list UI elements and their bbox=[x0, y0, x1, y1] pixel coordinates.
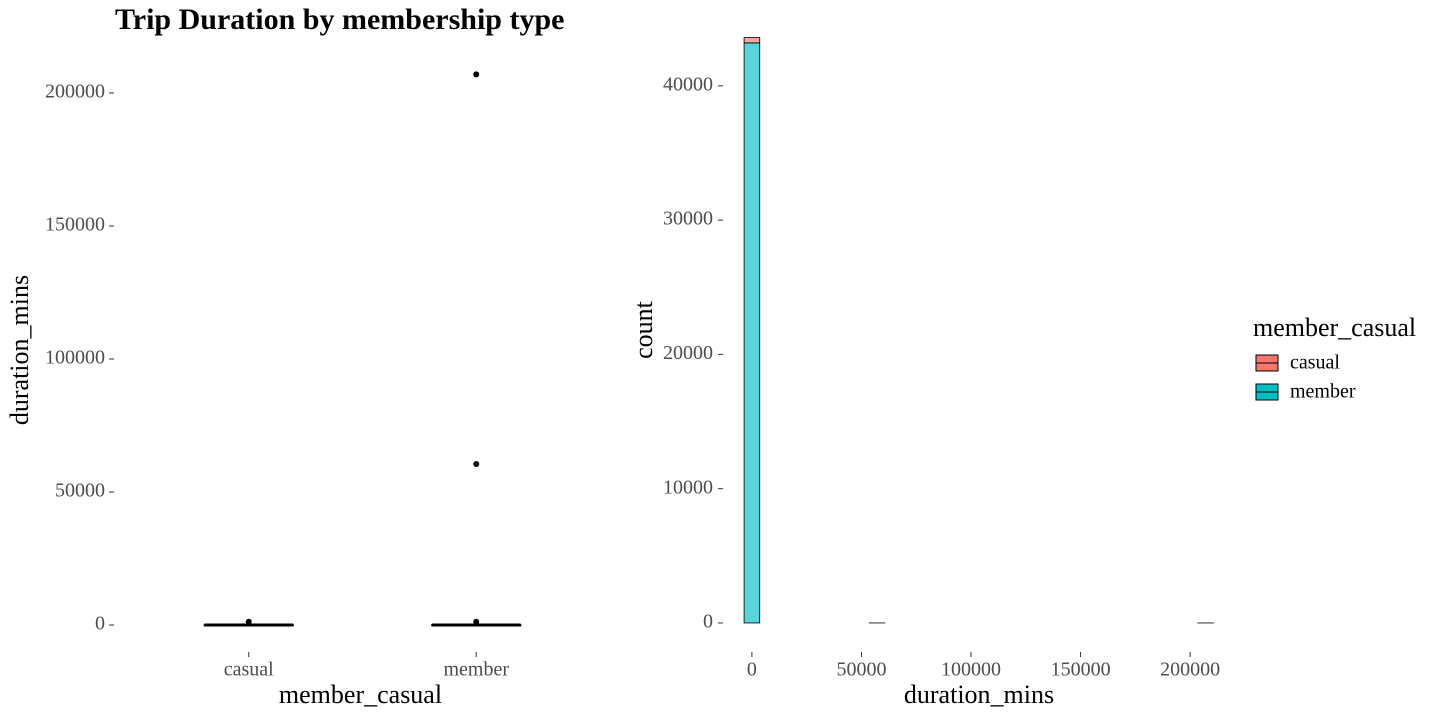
outlier bbox=[473, 618, 480, 625]
x-tick-label: 0 bbox=[747, 659, 757, 681]
histogram-bar bbox=[743, 42, 761, 624]
y-tick-label: 10000 bbox=[663, 476, 713, 498]
y-tick-label: 200000 bbox=[45, 81, 105, 103]
legend-label: member bbox=[1290, 381, 1356, 403]
y-axis-title: count bbox=[629, 300, 658, 359]
outlier bbox=[473, 461, 480, 468]
x-tick-label: 150000 bbox=[1051, 659, 1111, 681]
outlier bbox=[245, 618, 252, 625]
y-tick-label: 150000 bbox=[45, 214, 105, 236]
y-tick-label: 0 bbox=[95, 613, 105, 635]
y-axis-title: duration_mins bbox=[5, 275, 34, 425]
y-tick-label: 40000 bbox=[663, 73, 713, 95]
x-tick-label: 100000 bbox=[941, 659, 1001, 681]
y-tick-label: 100000 bbox=[45, 347, 105, 369]
x-tick-label: 200000 bbox=[1160, 659, 1220, 681]
y-tick-label: 20000 bbox=[663, 342, 713, 364]
x-tick-label: 50000 bbox=[836, 659, 886, 681]
legend-title: member_casual bbox=[1253, 313, 1416, 342]
x-tick-label: casual bbox=[224, 659, 274, 681]
x-axis-title: member_casual bbox=[279, 680, 442, 709]
y-tick-label: 50000 bbox=[55, 480, 105, 502]
x-axis-title: duration_mins bbox=[904, 680, 1054, 709]
chart-title: Trip Duration by membership type bbox=[115, 3, 564, 36]
y-tick-label: 0 bbox=[703, 611, 713, 633]
outlier bbox=[473, 71, 480, 78]
histogram-bar bbox=[743, 37, 761, 44]
y-tick-label: 30000 bbox=[663, 208, 713, 230]
legend-label: casual bbox=[1290, 352, 1340, 374]
x-tick-label: member bbox=[443, 659, 509, 681]
